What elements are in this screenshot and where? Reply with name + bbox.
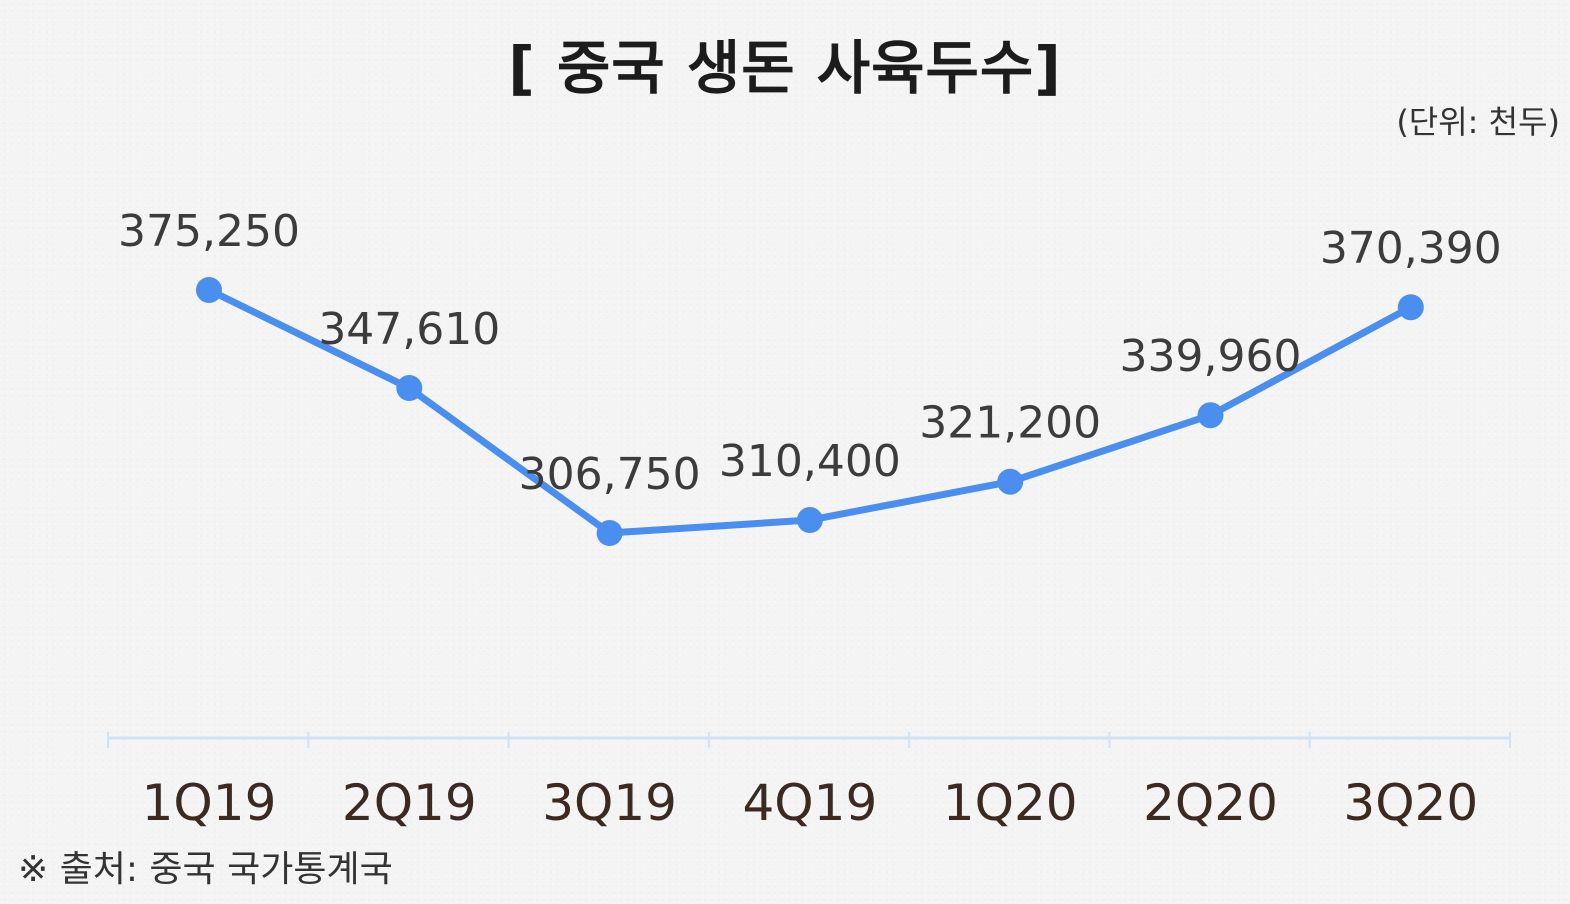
data-label-2q20: 339,960 — [1120, 331, 1302, 382]
data-point-3q20 — [1397, 294, 1424, 321]
x-tick-label-1q20: 1Q20 — [943, 774, 1078, 832]
data-label-1q20: 321,200 — [919, 398, 1101, 449]
x-tick-label-2q20: 2Q20 — [1143, 774, 1278, 832]
chart-title: [ 중국 생돈 사육두수] — [508, 34, 1062, 102]
x-tick-label-1q19: 1Q19 — [142, 774, 277, 832]
x-tick-label-4q19: 4Q19 — [743, 774, 878, 832]
unit-note: (단위: 천두) — [1396, 103, 1560, 141]
data-label-2q19: 347,610 — [318, 304, 500, 355]
x-tick-label-2q19: 2Q19 — [342, 774, 477, 832]
data-point-3q19 — [596, 520, 623, 546]
data-point-2q20 — [1197, 402, 1224, 429]
source-note: ※ 출처: 중국 국가통계국 — [18, 849, 393, 890]
data-point-1q19 — [196, 277, 222, 303]
x-tick-labels: 1Q19 2Q19 3Q19 4Q19 1Q20 2Q20 3Q20 — [142, 774, 1479, 832]
data-label-1q19: 375,250 — [118, 206, 300, 257]
data-label-3q20: 370,390 — [1320, 223, 1502, 274]
data-points — [196, 277, 1424, 546]
data-point-1q20 — [997, 468, 1024, 495]
data-point-4q19 — [796, 507, 823, 534]
x-tick-label-3q20: 3Q20 — [1343, 774, 1478, 832]
data-point-2q19 — [396, 375, 423, 402]
data-label-4q19: 310,400 — [719, 436, 901, 487]
data-labels: 375,250 347,610 306,750 310,400 321,200 339,9… — [118, 206, 1502, 500]
data-label-3q19: 306,750 — [519, 449, 701, 500]
x-tick-label-3q19: 3Q19 — [542, 774, 677, 832]
x-axis — [107, 732, 1511, 748]
